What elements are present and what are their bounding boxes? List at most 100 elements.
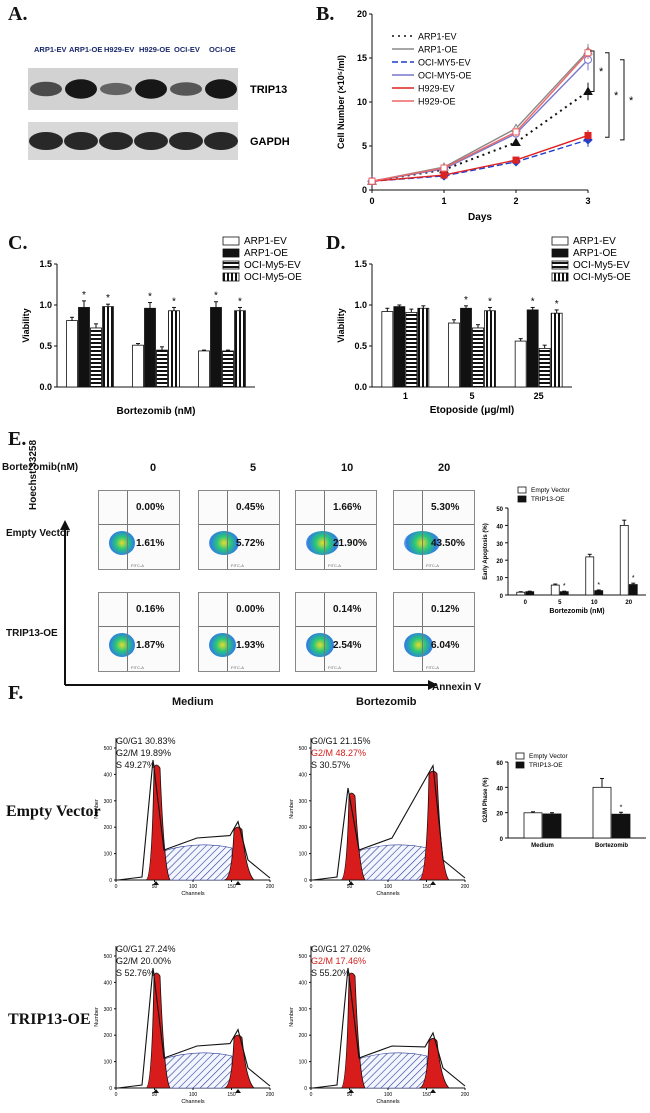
panel-label-f: F. (8, 682, 24, 704)
significance-star: * (563, 583, 566, 590)
flow-lower-right-pct: 6.04% (431, 640, 460, 651)
flow-population (404, 633, 433, 657)
bar (619, 525, 629, 596)
y-tick-label: 500 (104, 954, 113, 960)
legend-label: ARP1-EV (244, 236, 287, 247)
s-phase-area (354, 844, 428, 881)
data-point (440, 171, 448, 179)
panel-label-a: A. (8, 3, 28, 25)
bar (550, 584, 560, 596)
cell-cycle-stat: G2/M 19.89% (116, 748, 171, 758)
flow-lower-right-pct: 5.72% (236, 538, 265, 549)
x-tick-label: 0 (369, 196, 374, 206)
y-tick-label: 200 (104, 825, 113, 831)
g0g1-peak (145, 764, 171, 881)
legend-label: ARP1-OE (418, 45, 458, 55)
bar (381, 311, 394, 388)
bar (611, 813, 631, 839)
y-tick-label: 0 (362, 185, 367, 195)
significance-star: * (238, 296, 242, 307)
histogram-outline (117, 759, 271, 881)
flow-plot: FITC-A (98, 490, 180, 570)
y-tick-label: 0 (304, 878, 307, 884)
significance-bracket (620, 59, 625, 141)
flow-plot: FITC-A (393, 592, 475, 672)
y-tick-label: 400 (104, 772, 113, 778)
x-axis-title: Channels (376, 1099, 399, 1105)
legend-label: OCI-My5-OE (573, 272, 631, 283)
g2m-phase-chart: 0 20 40 60 Medium Bortezomib * G2/M Phase (%) Em… (483, 752, 646, 849)
cell-cycle-stat: G0/G1 30.83% (116, 736, 176, 746)
significance-star: * (82, 290, 86, 301)
category-label: 0 (524, 600, 528, 606)
x-tick-label: 150 (422, 884, 431, 890)
blot-gapdh-band (99, 132, 133, 150)
quadrant-gate-y (394, 524, 474, 525)
panel-label-c: C. (8, 232, 28, 254)
quadrant-gate-x (227, 491, 228, 569)
flow-plot-axis: FITC-A (131, 665, 144, 670)
y-tick-label: 1.0 (39, 300, 52, 310)
flow-upper-right-pct: 0.45% (236, 502, 265, 513)
bar (585, 556, 595, 596)
legend-label: TRIP13-OE (529, 762, 563, 769)
y-tick-label: 200 (104, 1033, 113, 1039)
flow-upper-right-pct: 0.14% (333, 604, 362, 615)
flow-treatment-label: Bortezomib(nM) (2, 462, 79, 473)
blot-lane-label: OCI-OE (209, 45, 236, 54)
significance-star: * (629, 95, 634, 107)
cell-cycle-stat: G2/M 48.27% (311, 748, 366, 758)
flow-population (209, 531, 239, 555)
legend-swatch (517, 486, 527, 494)
flow-population (209, 633, 236, 657)
y-tick-label: 0 (500, 594, 504, 600)
cell-cycle-stat: S 52.76% (116, 968, 155, 978)
quadrant-gate-x (227, 593, 228, 671)
bar (198, 350, 210, 388)
y-tick-label: 0 (304, 1086, 307, 1092)
y-axis-title: G2/M Phase (%) (483, 777, 489, 822)
flow-lower-right-pct: 21.90% (333, 538, 367, 549)
data-point (584, 131, 592, 139)
flow-plot-axis: FITC-A (426, 563, 439, 568)
flow-y-axis-label: Hoechst 33258 (28, 439, 39, 510)
category-label: 1 (403, 391, 408, 401)
flow-plot-axis: FITC-A (328, 563, 341, 568)
flow-population (306, 531, 339, 555)
flow-population (109, 633, 136, 657)
significance-star: * (620, 804, 623, 811)
legend-label: ARP1-OE (244, 248, 288, 259)
cell-cycle-stat: G0/G1 21.15% (311, 736, 371, 746)
y-tick-label: 100 (299, 1060, 308, 1066)
flow-plot: FITC-A (295, 490, 377, 570)
early-apoptosis-chart: 0 10 20 30 40 50 0 5 10 20 * * * Bortezomib (nM) Early… (483, 486, 646, 615)
legend-label: OCI-MY5-OE (418, 71, 472, 81)
x-tick-label: 200 (461, 884, 470, 890)
quadrant-gate-x (324, 593, 325, 671)
y-tick-label: 500 (299, 954, 308, 960)
y-tick-label: 1.5 (39, 259, 52, 269)
x-tick-label: 1 (441, 196, 446, 206)
y-tick-label: 10 (496, 577, 503, 583)
bar (90, 327, 102, 388)
blot-gapdh-label: GAPDH (250, 136, 290, 148)
blot-lane-label: ARP1-OE (69, 45, 102, 54)
y-tick-label: 100 (104, 1060, 113, 1066)
bar (538, 348, 551, 388)
y-tick-label: 0 (109, 878, 112, 884)
cell-cycle-stat: S 55.20% (311, 968, 350, 978)
significance-star: * (148, 292, 152, 303)
data-point (512, 156, 520, 164)
significance-star: * (531, 296, 535, 307)
g2m-peak (223, 826, 255, 881)
x-axis-title: Channels (376, 891, 399, 897)
blot-gapdh-band (134, 132, 168, 150)
y-axis-title: Early Apoptosis (%) (483, 523, 489, 579)
x-axis-title: Days (468, 212, 492, 223)
blot-trip13-band (170, 82, 202, 96)
data-point (512, 128, 520, 136)
blot-lane-label: H929-OE (139, 45, 170, 54)
flow-plot-axis: FITC-A (328, 665, 341, 670)
y-tick-label: 0.5 (39, 341, 52, 351)
